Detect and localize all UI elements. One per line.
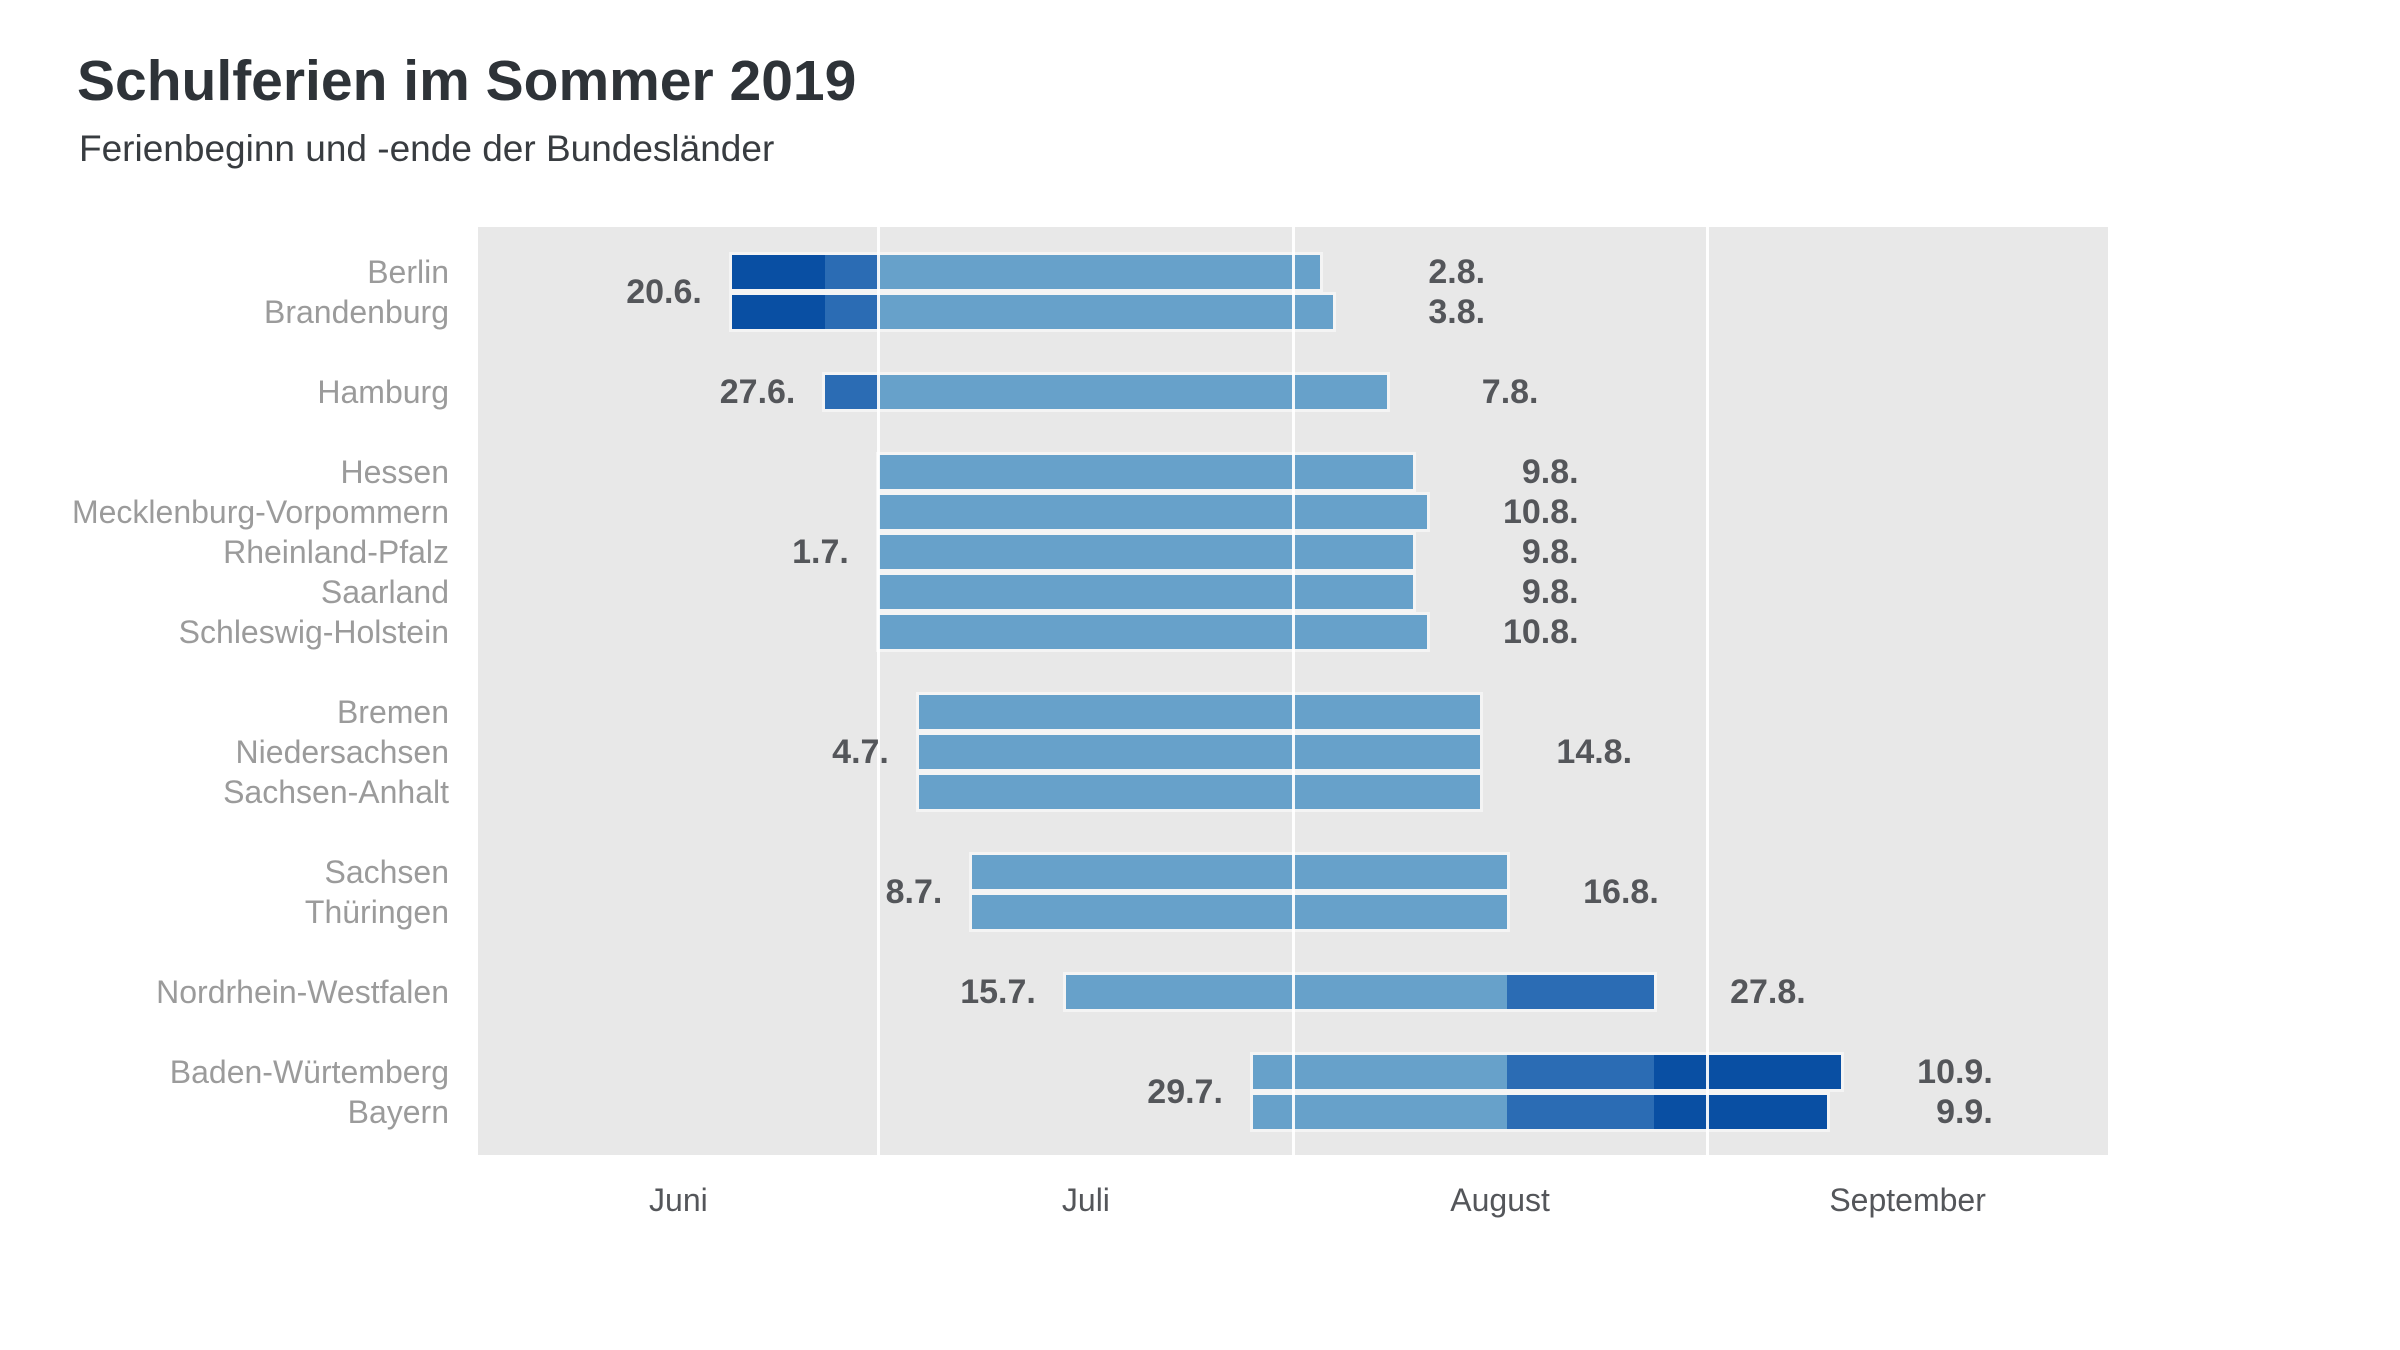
end-date-label: 9.9. [1936, 1093, 1993, 1131]
start-date-label: 4.7. [832, 733, 889, 771]
holiday-bar [1065, 975, 1654, 1009]
bar-segment [825, 295, 879, 329]
bar-segment [825, 255, 879, 289]
end-date-label: 7.8. [1481, 373, 1539, 411]
state-label: Rheinland-Pfalz [223, 534, 449, 570]
state-label: Niedersachsen [235, 734, 449, 770]
state-label: Thüringen [304, 894, 449, 930]
bar-segment [918, 735, 1481, 769]
holiday-bar [731, 295, 1334, 329]
bar-segment [878, 295, 1334, 329]
state-label: Hamburg [317, 374, 449, 410]
state-label: Sachsen [324, 854, 449, 890]
bar-segment [878, 455, 1414, 489]
month-gridline [1291, 227, 1295, 1155]
end-date-label: 9.8. [1521, 533, 1579, 571]
month-label: Juli [1061, 1182, 1110, 1218]
holiday-bar [1252, 1095, 1828, 1129]
month-label: Juni [649, 1182, 708, 1218]
chart-title: Schulferien im Sommer 2019 [77, 49, 857, 113]
start-date-label: 27.6. [719, 373, 796, 411]
holiday-bar [918, 735, 1481, 769]
state-label: Saarland [320, 574, 449, 610]
start-date-label: 15.7. [960, 973, 1036, 1011]
start-date-label: 29.7. [1147, 1073, 1223, 1111]
end-date-label: 9.8. [1521, 453, 1579, 491]
month-label: September [1829, 1182, 1986, 1218]
state-label: Schleswig-Holstein [178, 614, 449, 650]
holiday-bar [878, 615, 1427, 649]
state-label: Nordrhein-Westfalen [156, 974, 449, 1010]
bar-segment [731, 295, 826, 329]
bar-segment [878, 255, 1320, 289]
start-date-label: 1.7. [792, 533, 849, 571]
bar-segment [1653, 1095, 1828, 1129]
state-label: Bremen [336, 694, 449, 730]
bar-segment [878, 535, 1414, 569]
bar-segment [878, 575, 1414, 609]
holiday-bar [731, 255, 1320, 289]
bar-segment [878, 375, 1387, 409]
bar-segment [1506, 1055, 1654, 1089]
start-date-label: 20.6. [626, 273, 702, 311]
state-label: Baden-Würtemberg [169, 1054, 449, 1090]
bar-segment [972, 895, 1507, 929]
bar-segment [1506, 975, 1654, 1009]
holiday-bar [972, 895, 1507, 929]
end-date-label: 10.8. [1502, 613, 1579, 651]
end-date-label: 14.8. [1556, 733, 1633, 771]
holiday-bar [918, 695, 1481, 729]
bar-segment [1252, 1095, 1507, 1129]
end-date-label: 10.9. [1917, 1053, 1993, 1091]
end-date-label: 9.8. [1521, 573, 1579, 611]
holiday-bar [878, 455, 1414, 489]
bar-segment [1252, 1055, 1507, 1089]
bar-segment [825, 375, 879, 409]
bar-segment [878, 615, 1427, 649]
state-label: Berlin [367, 254, 449, 290]
state-label: Mecklenburg-Vorpommern [71, 494, 449, 530]
month-gridline [1705, 227, 1709, 1155]
bar-segment [972, 855, 1507, 889]
state-label: Sachsen-Anhalt [223, 774, 449, 810]
bar-segment [1065, 975, 1507, 1009]
end-date-label: 2.8. [1428, 253, 1486, 291]
bar-segment [918, 775, 1481, 809]
state-label: Bayern [347, 1094, 449, 1130]
holiday-bar [878, 535, 1414, 569]
bar-segment [1506, 1095, 1654, 1129]
end-date-label: 10.8. [1502, 493, 1579, 531]
holiday-bar [878, 575, 1414, 609]
holiday-bar [878, 495, 1427, 529]
holiday-bar [825, 375, 1387, 409]
bar-segment [1653, 1055, 1841, 1089]
end-date-label: 3.8. [1428, 293, 1486, 331]
month-gridline [877, 227, 881, 1155]
holiday-bar [1252, 1055, 1841, 1089]
bar-segment [878, 495, 1427, 529]
holiday-bar [972, 855, 1507, 889]
chart-subtitle: Ferienbeginn und -ende der Bundesländer [79, 128, 775, 169]
bar-segment [731, 255, 826, 289]
end-date-label: 27.8. [1730, 973, 1806, 1011]
month-label: August [1450, 1182, 1550, 1218]
start-date-label: 8.7. [885, 873, 943, 911]
state-label: Brandenburg [263, 294, 449, 330]
state-label: Hessen [340, 454, 450, 490]
holiday-bar [918, 775, 1481, 809]
end-date-label: 16.8. [1583, 873, 1659, 911]
bar-segment [918, 695, 1481, 729]
